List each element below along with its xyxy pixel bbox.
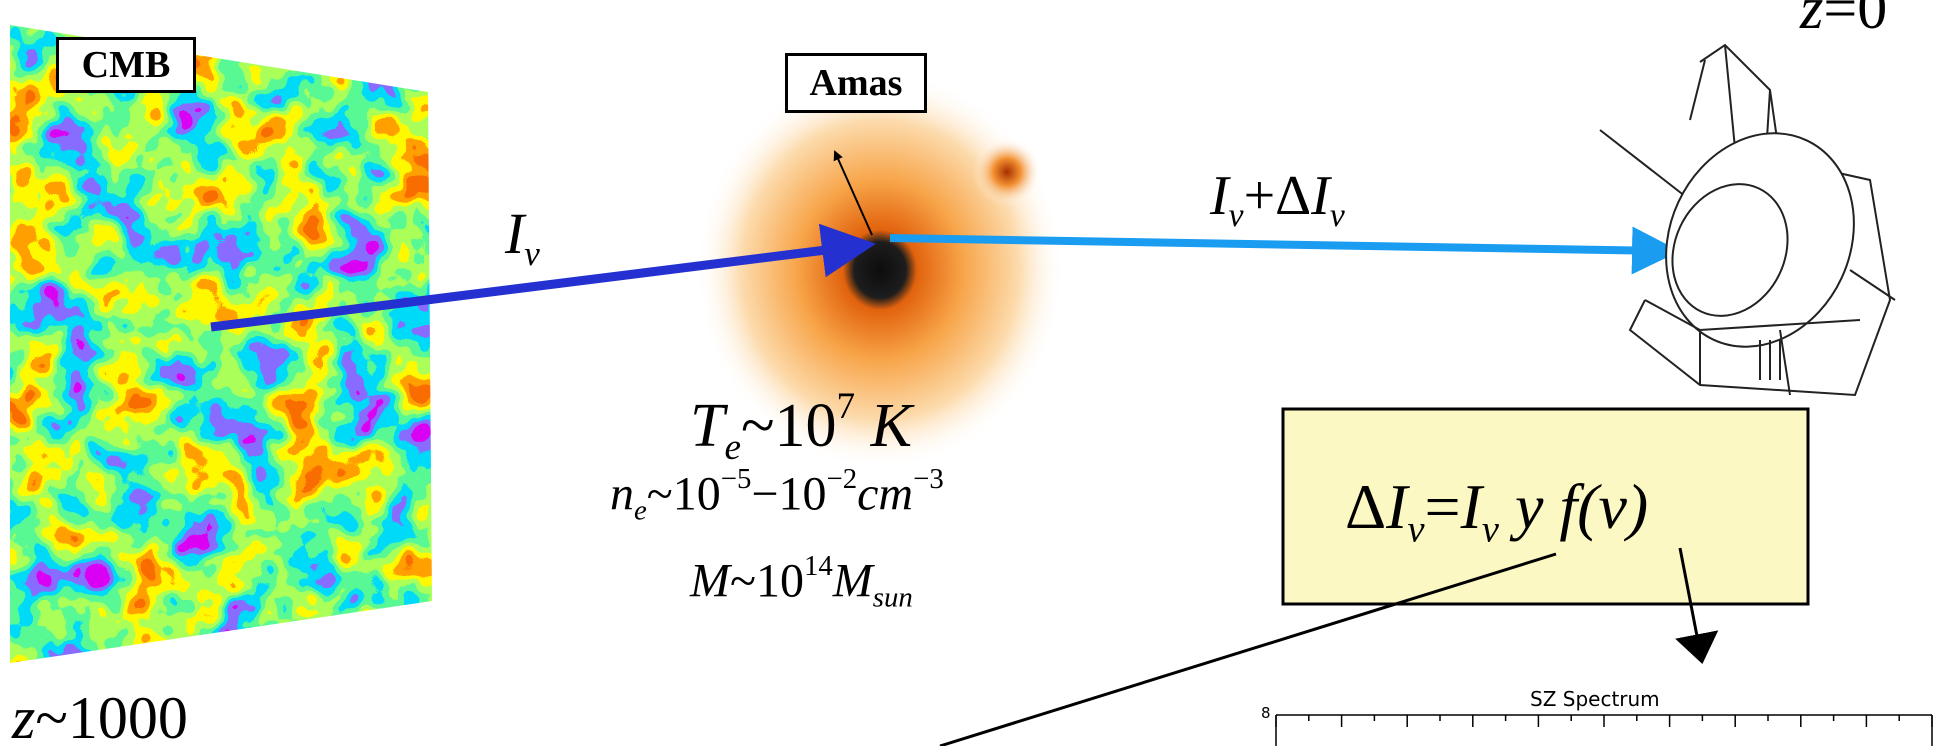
sz-formula: ΔIν=Iν y f(ν) (1345, 471, 1649, 551)
pointer-line (939, 552, 1557, 746)
spectrum-tick-label: 8 (1261, 704, 1271, 722)
observer-redshift: z=0 (1800, 0, 1888, 41)
cmb-label: CMB (56, 37, 196, 93)
cluster-label: Amas (785, 53, 927, 113)
incoming-intensity: Iν (505, 201, 540, 274)
formula-box (1281, 407, 1810, 606)
telescope (1599, 43, 1896, 397)
incoming-ray (210, 223, 876, 332)
spectrum-frame (1275, 714, 1933, 746)
spectrum-title: SZ Spectrum (1530, 687, 1660, 711)
outgoing-intensity: Iν+ΔIν (1210, 165, 1345, 234)
pointer-arrow (1675, 547, 1719, 664)
outgoing-ray (889, 226, 1680, 275)
cluster-pointer (833, 150, 873, 236)
cluster-image (695, 70, 1065, 470)
cmb-redshift: z~1000 (12, 685, 188, 746)
mass: M~1014Msun (690, 550, 913, 614)
cmb-map (10, 25, 432, 663)
temperature: Te~107 K (690, 386, 912, 468)
density: ne~10−5−10−2cm−3 (610, 463, 944, 527)
